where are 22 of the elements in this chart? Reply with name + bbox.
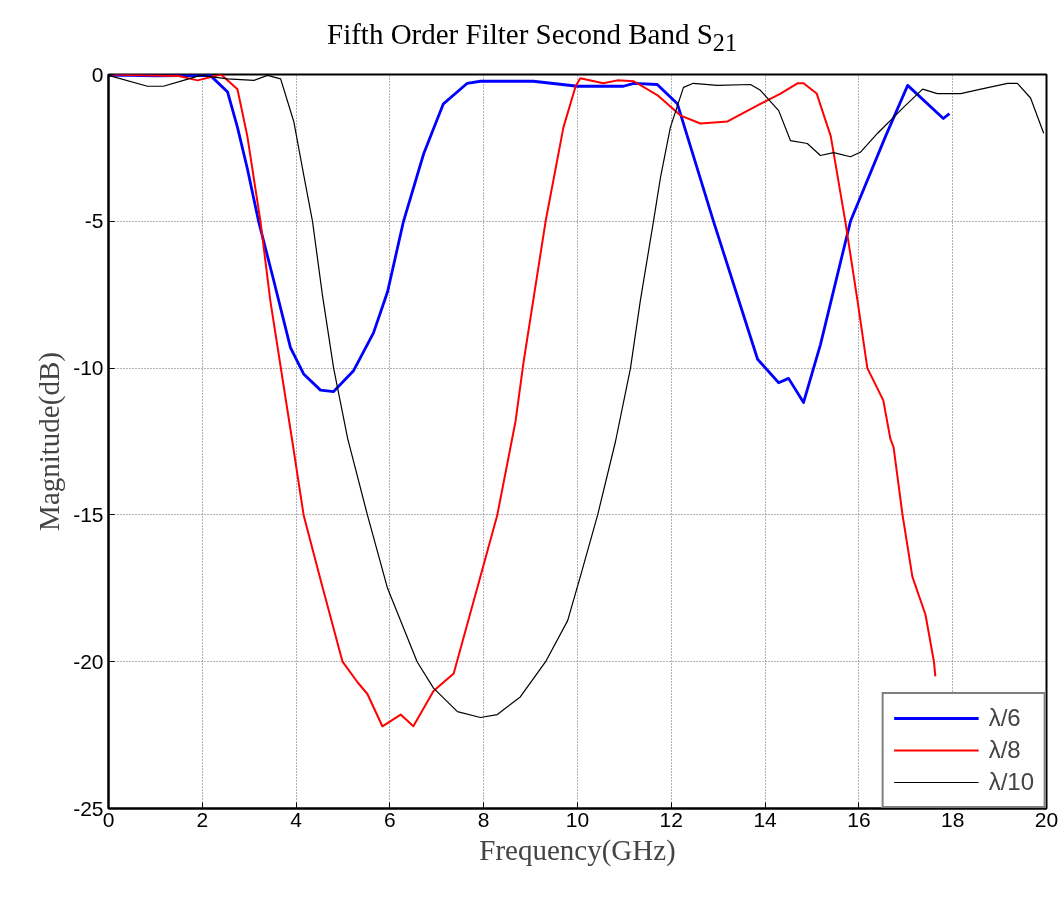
chart-title: Fifth Order Filter Second Band S$_{21}$	[326, 17, 738, 58]
x-tick-label: 14	[753, 807, 778, 831]
legend-label: λ/6	[988, 704, 1021, 732]
x-tick-label: 20	[1034, 807, 1059, 831]
x-tick-label: 16	[847, 807, 871, 831]
y-tick-label: -5	[84, 209, 104, 233]
legend-label: λ/8	[988, 736, 1021, 764]
x-tick-label: 10	[565, 807, 590, 831]
x-tick-label: 4	[290, 807, 303, 831]
legend-label: λ/10	[988, 768, 1034, 796]
x-tick-label: 8	[477, 807, 490, 831]
y-tick-label: -10	[73, 356, 104, 380]
y-axis-title: Magnitude(dB)	[33, 352, 67, 531]
x-tick-label: 12	[659, 807, 683, 831]
y-tick-label: -25	[73, 796, 104, 820]
x-tick-label: 2	[196, 807, 209, 831]
y-tick-label: -20	[73, 649, 104, 673]
x-axis-title: Frequency(GHz)	[479, 833, 676, 867]
x-tick-label: 18	[941, 807, 965, 831]
y-tick-label: -15	[73, 502, 104, 526]
y-tick-label: 0	[91, 62, 104, 86]
x-tick-label: 6	[384, 807, 396, 831]
